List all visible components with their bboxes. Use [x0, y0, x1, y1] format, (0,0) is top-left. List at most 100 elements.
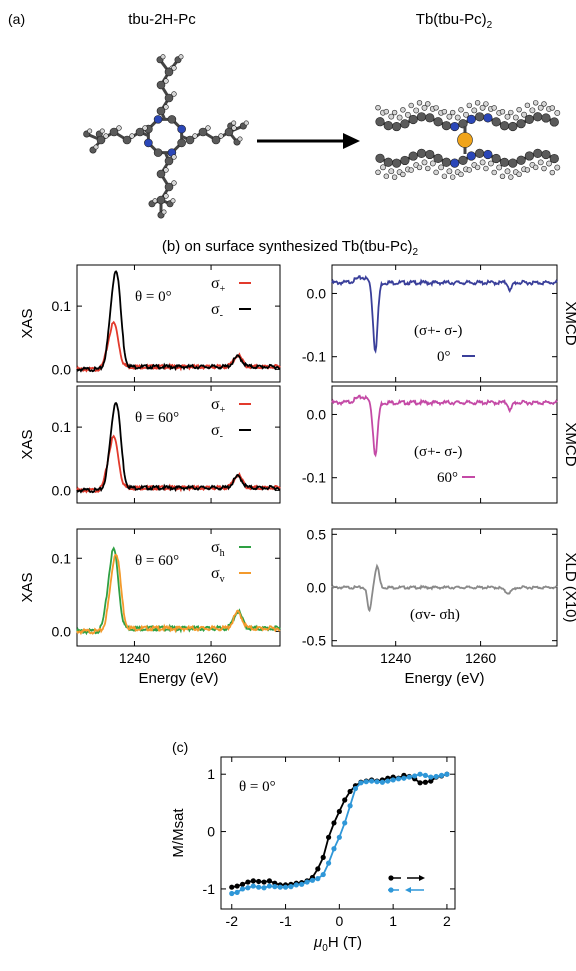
- data-point: [229, 890, 235, 897]
- data-point: [293, 882, 299, 888]
- data-point: [433, 773, 439, 780]
- x-tick-label: 1: [389, 913, 397, 929]
- data-point: [239, 881, 246, 887]
- series-line-σv: [76, 553, 281, 636]
- data-point: [256, 878, 262, 885]
- x-tick-label: 1240: [380, 650, 411, 666]
- y-tick-label: 1: [207, 766, 215, 782]
- series-line-σ-: [76, 401, 281, 494]
- data-point: [261, 879, 267, 885]
- data-point: [320, 871, 326, 878]
- data-point: [277, 884, 283, 890]
- chart-xld: 1240 1260 0.5 0.0 -0.5 XLD (X10) Energy (eV) (σ…: [302, 526, 576, 687]
- data-point: [390, 777, 396, 783]
- x-axis-label: μ0H (T): [313, 934, 362, 954]
- data-point: [379, 779, 385, 785]
- plot-frame: [76, 385, 281, 504]
- data-point: [422, 779, 429, 785]
- chart-annotation: (σ+- σ-): [414, 323, 462, 339]
- legend-label-σ-: σ-: [211, 422, 223, 442]
- data-point: [272, 884, 278, 890]
- chart-xas-0: 0.0 0.1 XAS σ+ σ-θ = 0°: [19, 264, 281, 383]
- y-axis-label: XLD (X10): [562, 552, 576, 622]
- legend-label-0°: 0°: [437, 349, 451, 365]
- y-tick-label: 0.5: [307, 526, 327, 542]
- data-point: [256, 884, 262, 890]
- y-tick-label: -0.1: [302, 349, 326, 365]
- series-line-σ+: [76, 434, 281, 494]
- series-line-σ-: [76, 270, 281, 373]
- data-point: [239, 886, 246, 892]
- x-axis-label: Energy (eV): [138, 670, 218, 687]
- chart-annotation: θ = 60°: [135, 553, 179, 569]
- data-point: [412, 773, 418, 779]
- data-point: [229, 884, 235, 890]
- y-tick-label: 0.0: [52, 623, 72, 639]
- y-axis-label: XAS: [19, 429, 36, 459]
- y-tick-label: -0.1: [302, 470, 326, 486]
- data-point: [417, 771, 423, 777]
- data-point: [325, 860, 332, 866]
- data-point: [304, 879, 310, 885]
- y-tick-label: 0: [207, 824, 215, 840]
- x-axis-label: Energy (eV): [404, 670, 484, 687]
- data-point: [234, 889, 240, 895]
- y-tick-label: 0.1: [52, 419, 72, 435]
- data-point: [374, 779, 380, 785]
- data-point: [342, 797, 348, 803]
- data-point: [250, 883, 256, 889]
- series-line-σ+: [76, 320, 281, 373]
- chart-xas-lin: 1240 1260 0.0 0.1 XAS Energy (eV) σh σv θ = 60°: [19, 528, 281, 687]
- data-point: [266, 878, 273, 884]
- data-point: [309, 877, 316, 883]
- y-tick-label: 0.0: [307, 285, 327, 301]
- y-tick-label: 0.0: [307, 580, 327, 596]
- data-point: [245, 885, 251, 891]
- y-tick-label: 0.0: [52, 361, 72, 377]
- panel-c-label: (c): [172, 739, 188, 755]
- chart-annotation: θ = 60°: [135, 410, 179, 426]
- chart-annotation: (σv- σh): [410, 607, 460, 623]
- legend-label-σh: σh: [211, 539, 225, 559]
- data-point: [336, 808, 342, 815]
- series-line-60°: [331, 394, 558, 458]
- data-point: [331, 846, 337, 852]
- chart-xas-60: 0.0 0.1 XAS σ+ σ-θ = 60°: [19, 385, 281, 504]
- data-point: [358, 780, 364, 786]
- data-point: [336, 834, 342, 840]
- plot-frame: [331, 264, 558, 383]
- data-point: [347, 788, 353, 795]
- data-point: [406, 774, 412, 780]
- y-axis-label: M/Msat: [170, 808, 187, 858]
- x-tick-label: 1260: [195, 650, 226, 666]
- data-point: [288, 884, 294, 890]
- data-point: [422, 772, 429, 778]
- data-point: [363, 779, 369, 785]
- data-point: [282, 884, 289, 890]
- plot-frame: [76, 264, 281, 383]
- data-point: [428, 778, 434, 784]
- charts: 0.0 0.1 XAS σ+ σ-θ = 0° 0.0 -0.1 XMCD (σ+- σ-) 0°…: [19, 264, 576, 954]
- series-line-0°: [331, 275, 558, 354]
- reaction-arrow: [257, 133, 360, 149]
- data-point: [261, 885, 267, 891]
- data-point: [385, 778, 391, 784]
- data-point: [266, 883, 273, 889]
- chart-hysteresis: -2 -1 0 1 2 1 0 -1 M/Msat θ = 0° μ0H (T): [170, 756, 456, 954]
- data-point: [438, 772, 445, 778]
- data-point: [342, 820, 348, 826]
- data-point: [299, 881, 305, 887]
- y-axis-label: XAS: [19, 308, 36, 338]
- x-tick-label: -2: [226, 913, 239, 929]
- data-point: [401, 775, 407, 781]
- panel-a-label: (a): [8, 11, 25, 27]
- molecule-left-title: tbu-2H-Pc: [128, 11, 196, 28]
- data-point: [352, 785, 359, 792]
- legend-label-σv: σv: [211, 565, 225, 585]
- data-point: [417, 780, 423, 786]
- x-tick-label: -1: [279, 913, 292, 929]
- data-point: [428, 774, 434, 780]
- data-point: [444, 771, 450, 777]
- y-tick-label: -1: [203, 881, 216, 897]
